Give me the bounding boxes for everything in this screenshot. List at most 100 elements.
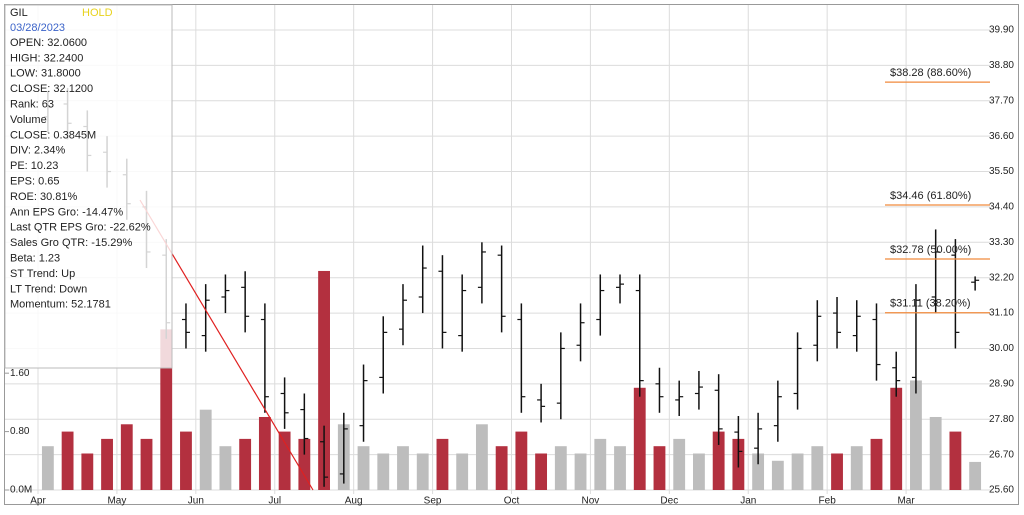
x-tick-label: May (107, 496, 126, 507)
info-line: OPEN: 32.0600 (10, 37, 87, 49)
volume-bar (752, 453, 765, 490)
x-tick-label: Apr (30, 496, 46, 507)
fib-label: $38.28 (88.60%) (890, 67, 971, 79)
volume-bar (101, 438, 113, 490)
volume-bar (160, 329, 173, 490)
x-tick-label: Feb (819, 496, 837, 507)
x-tick-label: Oct (504, 496, 520, 507)
volume-bar (811, 446, 824, 490)
volume-bar (594, 438, 607, 490)
info-line: Sales Gro QTR: -15.29% (10, 237, 132, 249)
volume-bar (475, 424, 488, 490)
volume-bar (554, 446, 567, 490)
volume-bar (850, 446, 863, 490)
volume-bar (397, 446, 409, 490)
info-line: ROE: 30.81% (10, 191, 77, 203)
fib-label: $31.11 (38.20%) (890, 298, 971, 310)
volume-bar (318, 270, 330, 490)
info-box (4, 4, 173, 369)
volume-bar (298, 438, 311, 490)
y-tick-label: 32.20 (989, 272, 1014, 283)
fib-label: $32.78 (50.00%) (890, 244, 971, 256)
x-tick-label: Mar (897, 496, 915, 507)
volume-bar (120, 424, 133, 490)
volume-bar (495, 446, 508, 490)
info-line: ST Trend: Up (10, 268, 75, 280)
info-line: LOW: 31.8000 (10, 68, 81, 80)
info-line: Rank: 63 (10, 99, 54, 111)
y-tick-label: 36.60 (989, 131, 1014, 142)
volume-bar (41, 446, 54, 490)
volume-bar (515, 431, 528, 490)
y-tick-label: 31.10 (989, 308, 1014, 319)
volume-bar (219, 446, 232, 490)
volume-bar (949, 431, 962, 490)
volume-bar (357, 446, 370, 490)
info-line: PE: 10.23 (10, 160, 58, 172)
volume-bar (239, 438, 252, 490)
volume-layer (41, 270, 982, 490)
info-line: HIGH: 32.2400 (10, 52, 83, 64)
volume-bar (653, 446, 666, 490)
volume-bar (278, 431, 291, 490)
y-tick-label: 39.90 (989, 25, 1014, 36)
volume-bar (377, 453, 390, 490)
fib-label: $34.46 (61.80%) (890, 190, 971, 202)
y-tick-label: 38.80 (989, 60, 1014, 71)
info-line: LT Trend: Down (10, 283, 87, 295)
volume-bar (456, 453, 469, 490)
y2-tick-label: 0.80 (10, 426, 30, 437)
volume-bar (712, 431, 725, 490)
info-line: EPS: 0.65 (10, 176, 60, 188)
x-tick-label: Nov (582, 496, 600, 507)
volume-bar (436, 438, 449, 490)
labels: 39.90 38.80 37.70 36.60 35.50 34.40 33.30 32.20… (5, 25, 1014, 507)
volume-bar (771, 460, 784, 490)
x-tick-label: Sep (424, 496, 442, 507)
info-line: CLOSE: 32.1200 (10, 83, 93, 95)
info-line: Momentum: 52.1781 (10, 299, 111, 311)
y-tick-label: 26.70 (989, 449, 1014, 460)
info-panel: GIL HOLD 03/28/2023 OPEN: 32.0600 HIGH: 3… (4, 4, 173, 369)
y-tick-label: 25.60 (989, 485, 1014, 496)
info-line: DIV: 2.34% (10, 145, 65, 157)
info-line: Ann EPS Gro: -14.47% (10, 206, 123, 218)
rating: HOLD (82, 7, 113, 19)
y-tick-label: 27.80 (989, 414, 1014, 425)
volume-bar (969, 461, 982, 490)
volume-bar (81, 453, 94, 490)
volume-bar (929, 416, 942, 490)
volume-bar (61, 431, 74, 490)
date: 03/28/2023 (10, 22, 65, 34)
y-tick-label: 28.90 (989, 378, 1014, 389)
y-tick-label: 30.00 (989, 343, 1014, 354)
volume-bar (140, 438, 153, 490)
volume-bar (673, 438, 686, 490)
volume-bar (890, 387, 903, 490)
volume-bar (870, 438, 883, 490)
x-tick-label: Aug (345, 496, 363, 507)
volume-bar (910, 380, 922, 490)
y2-tick-label: 1.60 (10, 368, 30, 379)
volume-bar (831, 453, 843, 490)
volume-bar (258, 416, 271, 490)
volume-bar (199, 409, 212, 490)
y-tick-label: 37.70 (989, 95, 1014, 106)
volume-bar (614, 446, 626, 490)
info-line: Volume (10, 114, 47, 126)
x-tick-label: Jul (268, 496, 281, 507)
volume-bar (693, 453, 705, 490)
y2-tick-label: 0.0M (10, 485, 32, 496)
volume-bar (535, 453, 548, 490)
x-tick-label: Jan (740, 496, 756, 507)
info-line: Beta: 1.23 (10, 253, 60, 265)
volume-bar (791, 453, 804, 490)
volume-bar (180, 431, 192, 490)
info-line: Last QTR EPS Gro: -22.62% (10, 222, 151, 234)
x-tick-label: Dec (660, 496, 678, 507)
y-tick-label: 33.30 (989, 237, 1014, 248)
x-tick-label: Jun (188, 496, 204, 507)
info-lines: OPEN: 32.0600 HIGH: 32.2400 LOW: 31.8000 CL… (10, 37, 151, 311)
volume-bar (574, 453, 587, 490)
